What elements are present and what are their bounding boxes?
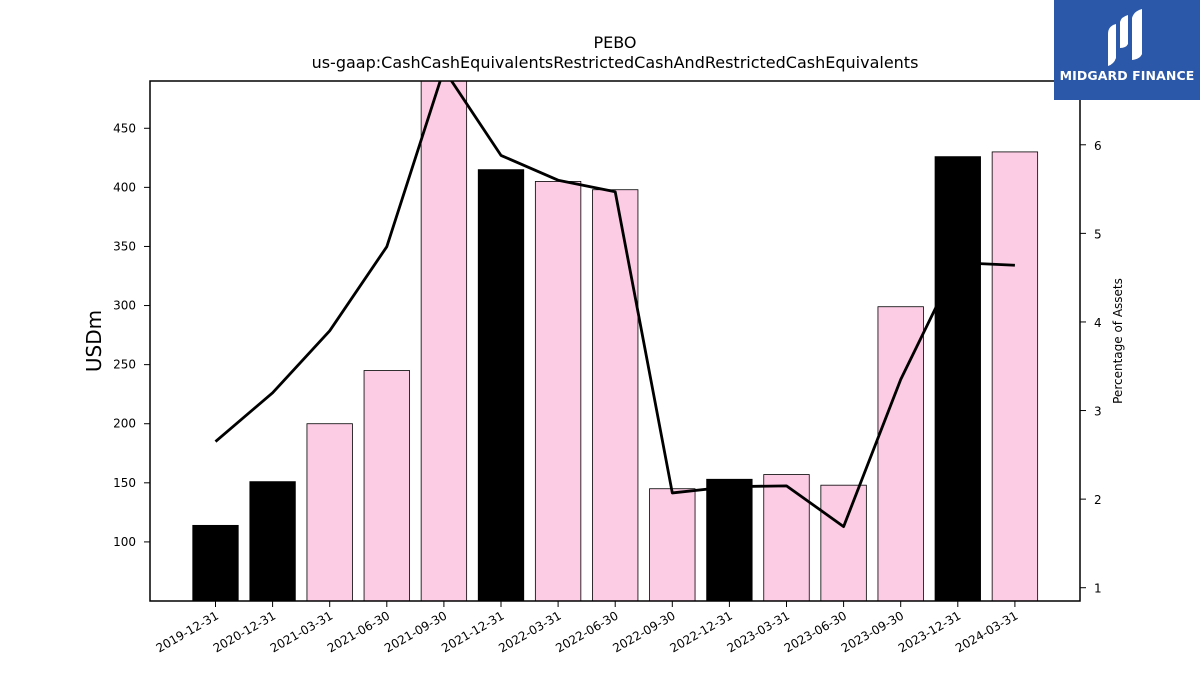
bar-2023-03-31 [763,474,810,601]
x-tick-label: 2021-06-30 [325,608,392,655]
x-tick-label: 2022-06-30 [553,608,620,655]
midgard-finance-logo: MIDGARD FINANCE [1054,0,1200,100]
y-tick-label: 400 [113,180,136,194]
x-tick-label: 2021-03-31 [268,608,335,655]
x-tick-label: 2023-09-30 [839,608,906,655]
bar-2021-12-31 [477,169,525,601]
bar-2023-09-30 [877,306,924,601]
x-tick-label: 2022-03-31 [496,608,563,655]
chart-subtitle: us-gaap:CashCashEquivalentsRestrictedCas… [312,53,919,72]
bar-2022-12-31 [706,478,753,601]
y-axis-right: 1 2 3 4 5 6 [1080,139,1102,596]
y2-axis-label: Percentage of Assets [1111,278,1125,404]
y2-tick-label: 4 [1094,316,1102,330]
bar-2020-12-31 [249,481,296,601]
x-axis: 2019-12-312020-12-312021-03-312021-06-30… [154,601,1020,655]
bar-2022-03-31 [534,181,582,601]
x-tick-label: 2023-12-31 [896,608,963,655]
bar-series [192,81,1039,601]
y-tick-label: 350 [113,239,136,253]
bar-2023-06-30 [820,484,867,601]
logo-mark-icon [1108,9,1142,66]
logo-text: MIDGARD FINANCE [1059,68,1195,83]
x-tick-label: 2024-03-31 [953,608,1020,655]
bar-2021-03-31 [306,423,353,601]
x-tick-label: 2021-12-31 [439,608,506,655]
y2-tick-label: 2 [1094,493,1102,507]
bar-2022-06-30 [592,189,639,601]
chart-title: PEBO [593,33,636,52]
y2-tick-label: 5 [1094,227,1102,241]
bar-2021-06-30 [363,370,410,601]
y-tick-label: 250 [113,358,136,372]
y-tick-label: 450 [113,121,136,135]
y2-tick-label: 3 [1094,405,1102,419]
bar-2022-09-30 [649,488,696,601]
bar-2024-03-31 [991,151,1039,601]
y2-tick-label: 1 [1094,582,1102,596]
y-tick-label: 150 [113,476,136,490]
y-axis-label: USDm [82,310,106,372]
x-tick-label: 2021-09-30 [382,608,449,655]
x-tick-label: 2022-12-31 [667,608,734,655]
x-tick-label: 2022-09-30 [610,608,677,655]
bar-2021-09-30 [420,81,468,601]
y-tick-label: 300 [113,299,136,313]
y-axis-left: 100 150 200 250 300 350 400 450 [113,121,150,549]
y2-tick-label: 6 [1094,139,1102,153]
y-tick-label: 100 [113,535,136,549]
x-tick-label: 2020-12-31 [211,608,278,655]
x-tick-label: 2019-12-31 [154,608,221,655]
line-series [214,81,1015,528]
bar-2023-12-31 [934,156,981,601]
x-tick-label: 2023-06-30 [782,608,849,655]
bar-2019-12-31 [192,524,239,601]
y-tick-label: 200 [113,417,136,431]
x-tick-label: 2023-03-31 [725,608,792,655]
